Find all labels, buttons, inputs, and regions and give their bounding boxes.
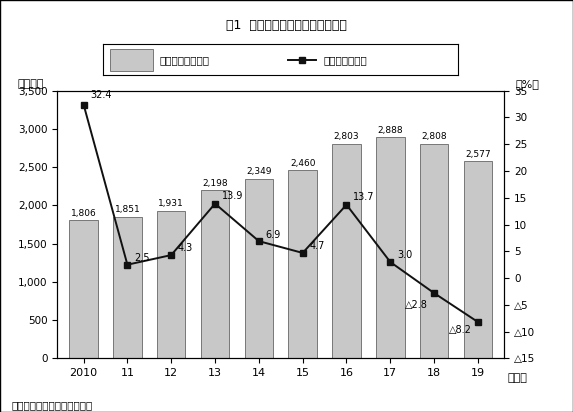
Text: （年）: （年）: [507, 373, 527, 383]
Text: （%）: （%）: [516, 79, 540, 89]
Text: 2,888: 2,888: [378, 126, 403, 135]
Text: 2,803: 2,803: [333, 132, 359, 141]
Bar: [69, 220, 98, 358]
Bar: [288, 170, 317, 358]
Text: 6.9: 6.9: [265, 229, 281, 239]
Text: 2,460: 2,460: [290, 159, 315, 168]
Text: △2.8: △2.8: [405, 300, 427, 309]
Bar: [157, 211, 186, 358]
Bar: [376, 138, 405, 358]
Bar: [113, 217, 142, 358]
Text: 2,349: 2,349: [246, 167, 272, 176]
Text: 1,851: 1,851: [115, 205, 140, 214]
Text: 2.5: 2.5: [134, 253, 150, 262]
Text: 1,806: 1,806: [70, 208, 96, 218]
Bar: [464, 161, 492, 358]
Text: 4.7: 4.7: [309, 241, 325, 251]
FancyBboxPatch shape: [110, 49, 153, 70]
Text: 2,577: 2,577: [465, 150, 490, 159]
Bar: [201, 190, 229, 358]
Text: 図1  中国の自動車販売台数の推移: 図1 中国の自動車販売台数の推移: [226, 19, 347, 32]
Bar: [332, 144, 361, 358]
Text: 前年比（右軸）: 前年比（右軸）: [323, 55, 367, 65]
Text: 2,808: 2,808: [421, 132, 447, 141]
Text: 13.9: 13.9: [222, 191, 243, 201]
Text: （万台）: （万台）: [17, 79, 44, 89]
Text: 販売台数（左軸）: 販売台数（左軸）: [160, 55, 210, 65]
Text: 32.4: 32.4: [90, 90, 112, 100]
Text: 4.3: 4.3: [178, 243, 193, 253]
Bar: [245, 179, 273, 358]
Text: 2,198: 2,198: [202, 178, 228, 187]
Text: 3.0: 3.0: [397, 250, 412, 260]
Text: 13.7: 13.7: [353, 192, 375, 202]
Text: （出所）中国自動車工業協会: （出所）中国自動車工業協会: [11, 400, 93, 410]
Text: 1,931: 1,931: [158, 199, 184, 208]
Text: △8.2: △8.2: [449, 325, 472, 335]
Bar: [420, 144, 448, 358]
